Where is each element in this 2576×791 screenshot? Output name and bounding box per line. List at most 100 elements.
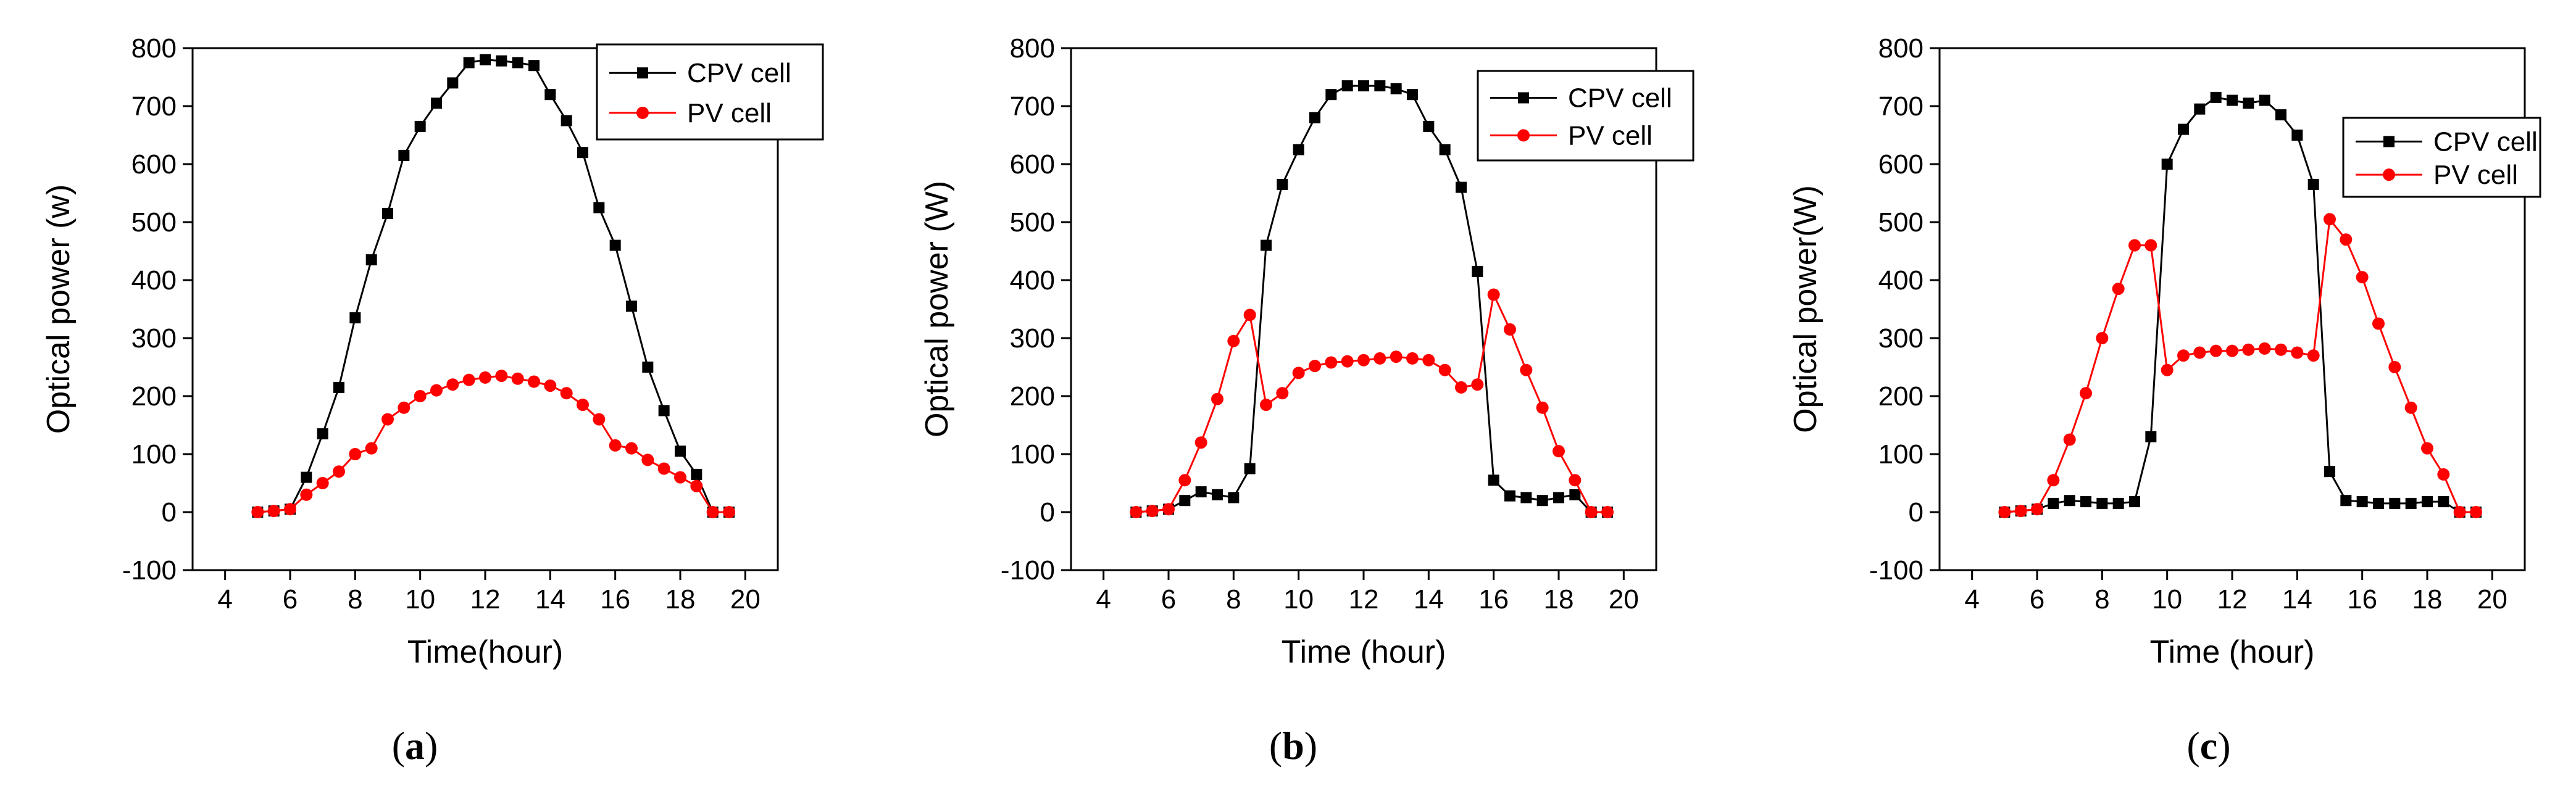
data-point (414, 390, 427, 402)
data-point (626, 300, 637, 312)
data-point (251, 506, 264, 518)
x-tick-label: 6 (1161, 584, 1176, 615)
legend-label: PV cell (687, 98, 772, 128)
data-point (381, 413, 394, 426)
data-point (658, 405, 670, 416)
data-point (2063, 433, 2076, 446)
y-tick-label: 700 (131, 91, 177, 122)
data-point (1130, 506, 1143, 518)
data-point (479, 371, 491, 384)
data-point (691, 468, 702, 480)
data-point (333, 381, 344, 393)
data-point (1504, 323, 1516, 336)
legend-label: CPV cell (2433, 126, 2538, 157)
legend-label: CPV cell (1568, 83, 1672, 114)
data-point (2421, 442, 2433, 455)
data-point (1488, 474, 1499, 486)
y-axis-title: Optical power (w) (41, 184, 77, 434)
x-tick-label: 18 (2412, 584, 2443, 615)
data-point (609, 239, 621, 251)
data-point (1228, 492, 1240, 503)
y-tick-label: 300 (1010, 323, 1055, 354)
data-point (1504, 490, 1515, 502)
data-point (382, 207, 393, 219)
panel-label-letter: c (2200, 724, 2217, 768)
data-point (2307, 178, 2319, 190)
y-tick-label: 500 (1010, 207, 1055, 238)
data-point (2340, 495, 2352, 507)
data-point (1536, 401, 1549, 414)
x-tick-label: 4 (217, 584, 232, 615)
x-tick-label: 16 (1478, 584, 1509, 615)
data-point (2356, 271, 2369, 284)
data-point (2112, 497, 2124, 509)
x-tick-label: 14 (2282, 584, 2312, 615)
data-point (2080, 387, 2092, 400)
chart-panel-c: 4 6 8 10 12 14 16 18 20 -100 0 100 200 300 400 500 600 70… (1788, 33, 2541, 670)
data-point (593, 413, 606, 426)
x-tick-label: 4 (1964, 584, 1979, 615)
panel-label-letter: a (405, 724, 425, 768)
data-point (2031, 503, 2043, 516)
chart-panel-b: 4 6 8 10 12 14 16 18 20 -100 0 100 200 300 400 500 600 70… (919, 33, 1694, 670)
data-point (1520, 363, 1533, 376)
legend-box (596, 43, 824, 141)
legend-marker (636, 106, 649, 119)
data-point (1325, 356, 1338, 369)
y-tick-label: 800 (1878, 33, 1924, 64)
x-tick-label: 4 (1096, 584, 1111, 615)
data-point (512, 57, 523, 68)
x-axis-title: Time (hour) (1282, 634, 1446, 670)
data-point (1585, 506, 1598, 518)
data-point (2194, 103, 2206, 115)
data-point (1471, 378, 1484, 391)
data-point (463, 57, 475, 68)
y-tick-label: 100 (131, 439, 177, 470)
y-tick-label: 200 (1010, 381, 1055, 412)
data-point (2210, 91, 2222, 103)
data-point (2096, 332, 2109, 344)
data-point (1569, 474, 1582, 487)
data-point (2112, 283, 2125, 296)
data-point (1276, 387, 1289, 400)
data-point (2324, 466, 2335, 478)
y-tick-label: 800 (131, 33, 177, 64)
data-point (1487, 288, 1500, 301)
series-pv-cell (1130, 288, 1614, 518)
data-point (2258, 342, 2271, 355)
data-point (2161, 363, 2174, 376)
data-point (1423, 120, 1435, 132)
data-point (2291, 346, 2304, 359)
data-point (1439, 144, 1451, 155)
x-tick-label: 14 (1414, 584, 1444, 615)
data-point (675, 445, 686, 457)
data-point (1325, 89, 1337, 101)
panel-label: (b) (1269, 724, 1317, 768)
data-point (1341, 80, 1353, 92)
data-point (300, 488, 313, 501)
data-point (2048, 497, 2059, 509)
data-point (1309, 112, 1320, 123)
data-point (593, 202, 605, 213)
legend-marker (1518, 92, 1529, 104)
data-point (1178, 474, 1191, 487)
data-point (267, 505, 280, 518)
y-tick-label: 800 (1010, 33, 1055, 64)
data-point (2227, 94, 2238, 106)
x-tick-label: 12 (1349, 584, 1379, 615)
x-tick-label: 18 (665, 584, 696, 615)
data-point (674, 471, 686, 484)
data-point (2209, 344, 2222, 357)
x-tick-label: 10 (2152, 584, 2182, 615)
x-tick-label: 12 (470, 584, 501, 615)
data-point (561, 115, 572, 126)
data-point (1373, 352, 1386, 365)
data-point (1277, 178, 1288, 190)
y-tick-label: 400 (1010, 265, 1055, 296)
data-point (1195, 486, 1207, 498)
data-point (317, 428, 328, 440)
data-point (1243, 309, 1256, 321)
data-point (1456, 181, 1467, 193)
data-point (2356, 496, 2368, 508)
x-tick-label: 8 (2095, 584, 2109, 615)
